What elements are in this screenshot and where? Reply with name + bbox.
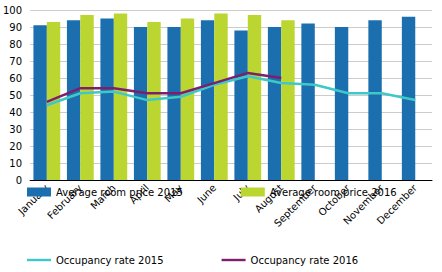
svg-text:40: 40	[9, 107, 22, 118]
svg-text:February: February	[45, 182, 85, 222]
svg-text:June: June	[194, 182, 218, 206]
svg-text:May: May	[162, 182, 185, 205]
svg-text:80: 80	[9, 39, 22, 50]
svg-text:Average room price 2016: Average room price 2016	[270, 187, 397, 198]
svg-text:70: 70	[9, 56, 22, 67]
svg-text:10: 10	[9, 158, 22, 169]
svg-text:Occupancy rate 2015: Occupancy rate 2015	[56, 255, 164, 266]
svg-text:September: September	[271, 182, 319, 229]
svg-text:50: 50	[9, 90, 22, 101]
svg-text:July: July	[231, 182, 252, 203]
svg-text:0: 0	[16, 175, 22, 186]
svg-text:December: December	[374, 182, 420, 227]
svg-text:60: 60	[9, 73, 22, 84]
svg-text:20: 20	[9, 141, 22, 152]
svg-text:100: 100	[3, 5, 22, 16]
svg-text:90: 90	[9, 22, 22, 33]
svg-text:Occupancy rate 2016: Occupancy rate 2016	[251, 255, 359, 266]
svg-text:January: January	[16, 182, 51, 217]
svg-text:30: 30	[9, 124, 22, 135]
svg-text:August: August	[252, 182, 286, 215]
svg-text:Average room price 2015: Average room price 2015	[56, 187, 183, 198]
